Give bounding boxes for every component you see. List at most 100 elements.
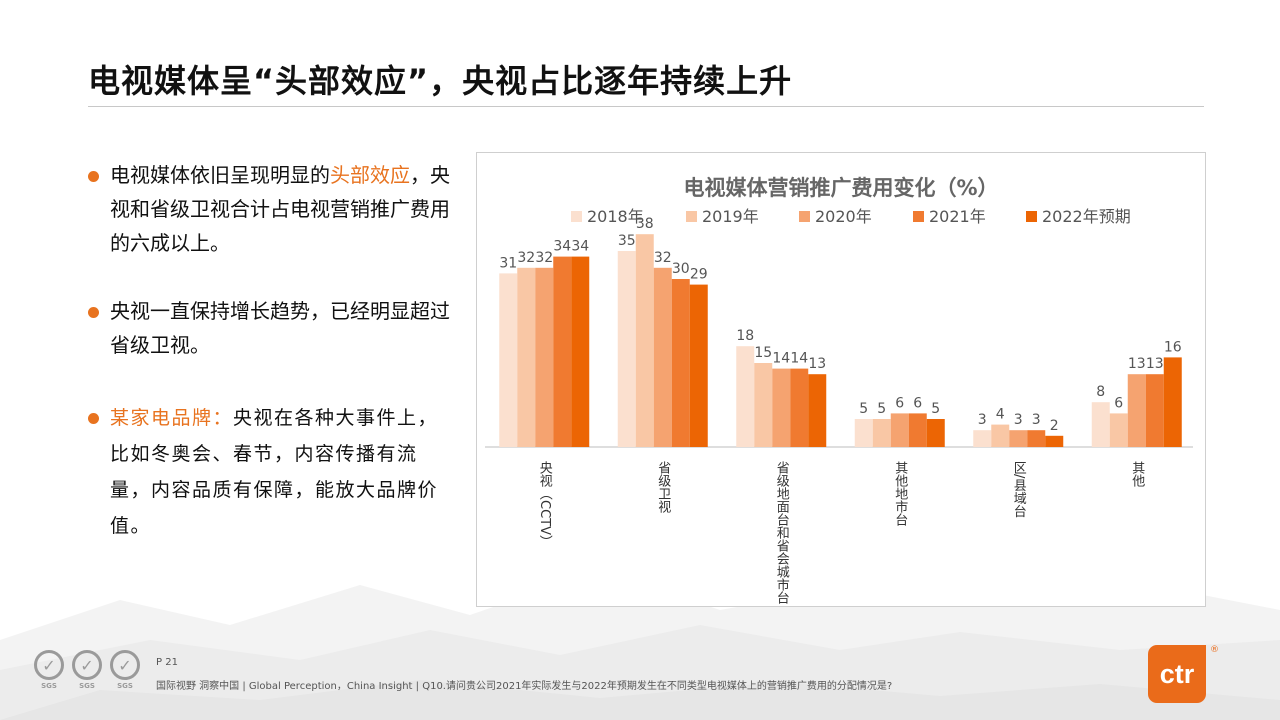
legend-label-4: 2022年预期 — [1042, 207, 1131, 226]
bar-1-0 — [617, 251, 636, 447]
category-label-0: 央视（CCTV） — [537, 461, 553, 548]
bullet-item-2: 央视一直保持增长趋势，已经明显超过省级卫视。 — [88, 294, 458, 362]
registered-mark: ® — [1210, 645, 1219, 655]
data-label-0-4: 34 — [571, 239, 589, 255]
bar-5-3 — [1145, 374, 1164, 447]
bullet-3-brand: 某家电品牌： — [110, 407, 234, 429]
category-label-1: 省级卫视 — [655, 461, 671, 513]
bullet-item-3: 某家电品牌：央视在各种大事件上，比如冬奥会、春节，内容传播有流量，内容品质有保障… — [88, 400, 458, 544]
sgs-badge: ✓ SGS — [32, 650, 66, 690]
bar-5-1 — [1109, 413, 1128, 447]
chart-title: 电视媒体营销推广费用变化（%） — [683, 176, 998, 200]
bar-3-0 — [854, 419, 873, 447]
ctr-logo: ctr — [1148, 645, 1206, 703]
bullet-3-text: 央视在各种大事件上，比如冬奥会、春节，内容传播有流量，内容品质有保障，能放大品牌… — [110, 407, 439, 537]
footnote: 国际视野 洞察中国 | Global Perception，China Insi… — [156, 681, 893, 692]
data-label-4-4: 2 — [1050, 418, 1059, 434]
bar-0-1 — [517, 267, 536, 447]
sgs-badge: ✓ SGS — [108, 650, 142, 690]
bar-3-4 — [926, 419, 945, 447]
bar-3-3 — [908, 413, 927, 447]
data-label-3-1: 5 — [877, 401, 886, 417]
bar-0-2 — [535, 267, 554, 447]
bar-chart: 电视媒体营销推广费用变化（%） 2018年 2019年 2020年 2021年 2022年… — [485, 176, 1193, 604]
bar-4-4 — [1045, 435, 1064, 447]
category-label-3: 其他地市台 — [892, 461, 908, 526]
bullet-2-text: 央视一直保持增长趋势，已经明显超过省级卫视。 — [110, 299, 450, 357]
legend-label-2: 2020年 — [815, 207, 872, 226]
data-label-5-3: 13 — [1146, 356, 1164, 372]
certification-badges: ✓ SGS ✓ SGS ✓ SGS — [32, 650, 142, 690]
data-label-2-4: 13 — [808, 356, 826, 372]
data-label-2-0: 18 — [736, 328, 754, 344]
bar-1-4 — [689, 284, 708, 447]
bar-3-2 — [890, 413, 909, 447]
data-label-3-0: 5 — [859, 401, 868, 417]
bar-4-1 — [991, 424, 1010, 447]
data-label-5-0: 8 — [1096, 384, 1105, 400]
data-label-0-0: 31 — [499, 255, 517, 271]
bar-2-2 — [772, 368, 791, 447]
sgs-badge: ✓ SGS — [70, 650, 104, 690]
data-label-3-2: 6 — [895, 395, 904, 411]
data-label-2-3: 14 — [790, 351, 808, 367]
sgs-label: SGS — [41, 682, 57, 690]
page-title: 电视媒体呈“头部效应”，央视占比逐年持续上升 — [88, 62, 793, 100]
data-label-1-4: 29 — [690, 267, 708, 283]
bullet-dot-icon — [88, 307, 99, 318]
checkmark-icon: ✓ — [72, 650, 102, 680]
bar-5-2 — [1127, 374, 1146, 447]
legend-label-3: 2021年 — [929, 207, 986, 226]
category-label-4: 区/县域台 — [1011, 461, 1027, 518]
data-label-5-1: 6 — [1114, 395, 1123, 411]
legend-swatch-2 — [799, 211, 810, 222]
legend-label-0: 2018年 — [587, 207, 644, 226]
bar-0-4 — [571, 256, 590, 447]
bar-1-1 — [635, 234, 654, 447]
sgs-label: SGS — [79, 682, 95, 690]
bar-1-2 — [653, 267, 672, 447]
data-label-5-4: 16 — [1164, 339, 1182, 355]
bullet-dot-icon — [88, 413, 99, 424]
data-label-2-1: 15 — [754, 345, 772, 361]
bullet-1-highlight: 头部效应 — [330, 163, 410, 187]
bar-4-0 — [973, 430, 992, 447]
data-label-1-3: 30 — [672, 261, 690, 277]
legend-swatch-3 — [913, 211, 924, 222]
data-label-3-3: 6 — [913, 395, 922, 411]
data-label-2-2: 14 — [772, 351, 790, 367]
bar-5-0 — [1091, 402, 1110, 447]
data-label-4-2: 3 — [1014, 412, 1023, 428]
title-divider — [88, 106, 1204, 107]
bullet-item-1: 电视媒体依旧呈现明显的头部效应，央视和省级卫视合计占电视营销推广费用的六成以上。 — [88, 158, 458, 260]
data-label-1-2: 32 — [654, 250, 672, 266]
bullet-dot-icon — [88, 171, 99, 182]
data-label-4-1: 4 — [996, 407, 1005, 423]
legend-swatch-0 — [571, 211, 582, 222]
bullet-1-text-before: 电视媒体依旧呈现明显的 — [110, 163, 330, 187]
bar-3-1 — [872, 419, 891, 447]
bar-2-3 — [790, 368, 809, 447]
bar-2-0 — [736, 346, 755, 447]
bullet-list: 电视媒体依旧呈现明显的头部效应，央视和省级卫视合计占电视营销推广费用的六成以上。… — [88, 158, 458, 544]
chart-panel: 电视媒体营销推广费用变化（%） 2018年 2019年 2020年 2021年 2022年… — [476, 152, 1206, 607]
data-label-0-3: 34 — [553, 239, 571, 255]
data-label-1-0: 35 — [618, 233, 636, 249]
data-label-3-4: 5 — [931, 401, 940, 417]
legend-swatch-4 — [1026, 211, 1037, 222]
legend-swatch-1 — [686, 211, 697, 222]
data-label-4-3: 3 — [1032, 412, 1041, 428]
data-label-4-0: 3 — [978, 412, 987, 428]
data-label-5-2: 13 — [1128, 356, 1146, 372]
category-label-2: 省级地面台和省会城市台 — [774, 461, 790, 604]
legend-label-1: 2019年 — [702, 207, 759, 226]
category-label-5: 其他 — [1129, 461, 1145, 488]
bar-0-0 — [499, 273, 518, 447]
bar-4-3 — [1027, 430, 1046, 447]
bar-1-3 — [671, 279, 690, 447]
data-label-1-1: 38 — [636, 216, 654, 232]
bar-5-4 — [1163, 357, 1182, 447]
bullet-1-text-after: ，央视和省级卫视合计占电视营销推广费用的六成以上。 — [110, 163, 450, 255]
page-number: P 21 — [156, 657, 178, 668]
